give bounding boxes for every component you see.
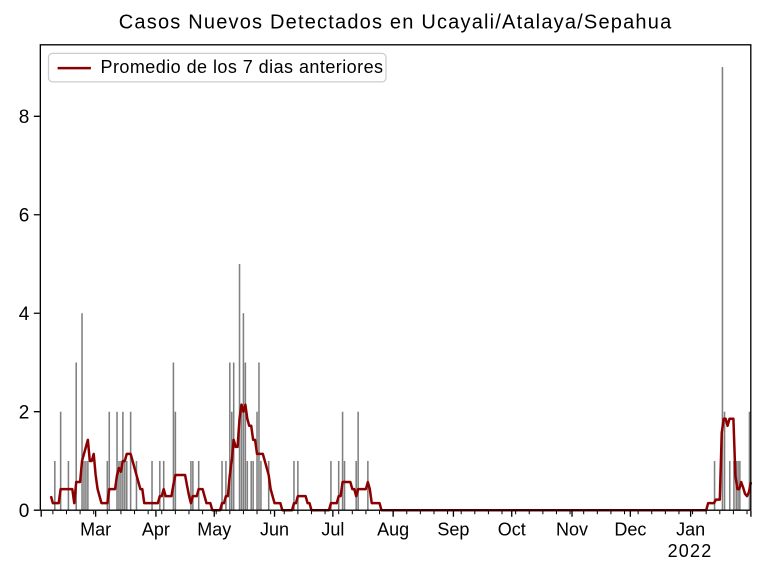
svg-text:4: 4 — [19, 304, 30, 325]
svg-text:Sep: Sep — [437, 520, 469, 540]
svg-text:8: 8 — [19, 107, 30, 128]
svg-text:0: 0 — [19, 501, 30, 522]
svg-text:Dec: Dec — [614, 520, 646, 540]
svg-text:Promedio de los 7 dias anterio: Promedio de los 7 dias anteriores — [101, 57, 384, 77]
svg-text:2: 2 — [19, 403, 30, 424]
svg-text:6: 6 — [19, 206, 30, 227]
svg-text:Aug: Aug — [377, 520, 409, 540]
svg-text:Casos Nuevos Detectados en Uca: Casos Nuevos Detectados en Ucayali/Atala… — [119, 12, 673, 34]
svg-text:Mar: Mar — [80, 520, 111, 540]
svg-text:2022: 2022 — [668, 541, 713, 561]
svg-text:Jun: Jun — [260, 520, 289, 540]
svg-text:Nov: Nov — [556, 520, 588, 540]
svg-text:May: May — [197, 520, 231, 540]
svg-text:Apr: Apr — [142, 520, 170, 540]
svg-text:Oct: Oct — [498, 520, 526, 540]
svg-text:Jan: Jan — [676, 520, 705, 540]
svg-text:Jul: Jul — [321, 520, 344, 540]
